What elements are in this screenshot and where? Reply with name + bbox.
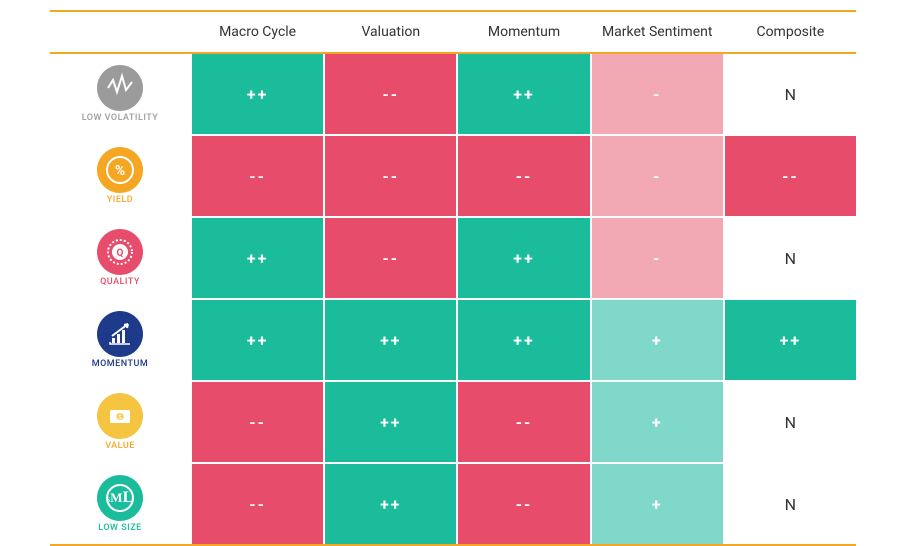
cell-low_size-sentiment: + bbox=[592, 464, 723, 544]
factor-signal-grid: Macro Cycle Valuation Momentum Market Se… bbox=[50, 10, 856, 546]
row-label: QUALITY bbox=[100, 277, 140, 287]
cell-low_size-macro: -- bbox=[192, 464, 323, 544]
cell-momentum-macro: ++ bbox=[192, 300, 323, 380]
col-header-valuation: Valuation bbox=[325, 12, 456, 52]
cell-quality-valuation: -- bbox=[325, 218, 456, 298]
cell-yield-momentum: -- bbox=[458, 136, 589, 216]
cell-low_size-valuation: ++ bbox=[325, 464, 456, 544]
volatility-icon bbox=[97, 65, 143, 111]
cell-low_volatility-composite: N bbox=[725, 54, 856, 134]
cell-momentum-composite: ++ bbox=[725, 300, 856, 380]
quality-icon bbox=[97, 229, 143, 275]
header-divider bbox=[50, 52, 856, 54]
row-label: YIELD bbox=[107, 195, 133, 205]
col-header-macro: Macro Cycle bbox=[192, 12, 323, 52]
col-header-composite: Composite bbox=[725, 12, 856, 52]
row-label: VALUE bbox=[105, 441, 135, 451]
cell-value-sentiment: + bbox=[592, 382, 723, 462]
cell-momentum-momentum: ++ bbox=[458, 300, 589, 380]
cell-quality-macro: ++ bbox=[192, 218, 323, 298]
lowsize-icon bbox=[97, 475, 143, 521]
cell-low_volatility-macro: ++ bbox=[192, 54, 323, 134]
row-label: LOW SIZE bbox=[98, 523, 141, 533]
row-header-quality: QUALITY bbox=[50, 218, 190, 298]
col-header-sentiment: Market Sentiment bbox=[592, 12, 723, 52]
grid-corner bbox=[50, 12, 190, 52]
row-label: MOMENTUM bbox=[92, 359, 149, 369]
row-header-yield: YIELD bbox=[50, 136, 190, 216]
cell-value-composite: N bbox=[725, 382, 856, 462]
cell-yield-sentiment: - bbox=[592, 136, 723, 216]
col-header-momentum: Momentum bbox=[458, 12, 589, 52]
cell-yield-valuation: -- bbox=[325, 136, 456, 216]
cell-momentum-valuation: ++ bbox=[325, 300, 456, 380]
cell-low_volatility-sentiment: - bbox=[592, 54, 723, 134]
cell-quality-sentiment: - bbox=[592, 218, 723, 298]
cell-momentum-sentiment: + bbox=[592, 300, 723, 380]
cell-value-valuation: ++ bbox=[325, 382, 456, 462]
cell-value-momentum: -- bbox=[458, 382, 589, 462]
row-header-low_volatility: LOW VOLATILITY bbox=[50, 54, 190, 134]
value-icon bbox=[97, 393, 143, 439]
yield-icon bbox=[97, 147, 143, 193]
cell-value-macro: -- bbox=[192, 382, 323, 462]
row-header-low_size: LOW SIZE bbox=[50, 464, 190, 544]
row-label: LOW VOLATILITY bbox=[82, 113, 159, 123]
row-header-value: VALUE bbox=[50, 382, 190, 462]
cell-low_size-momentum: -- bbox=[458, 464, 589, 544]
cell-low_size-composite: N bbox=[725, 464, 856, 544]
cell-quality-composite: N bbox=[725, 218, 856, 298]
cell-low_volatility-valuation: -- bbox=[325, 54, 456, 134]
cell-yield-macro: -- bbox=[192, 136, 323, 216]
cell-low_volatility-momentum: ++ bbox=[458, 54, 589, 134]
cell-quality-momentum: ++ bbox=[458, 218, 589, 298]
momentum-icon bbox=[97, 311, 143, 357]
cell-yield-composite: -- bbox=[725, 136, 856, 216]
row-header-momentum: MOMENTUM bbox=[50, 300, 190, 380]
